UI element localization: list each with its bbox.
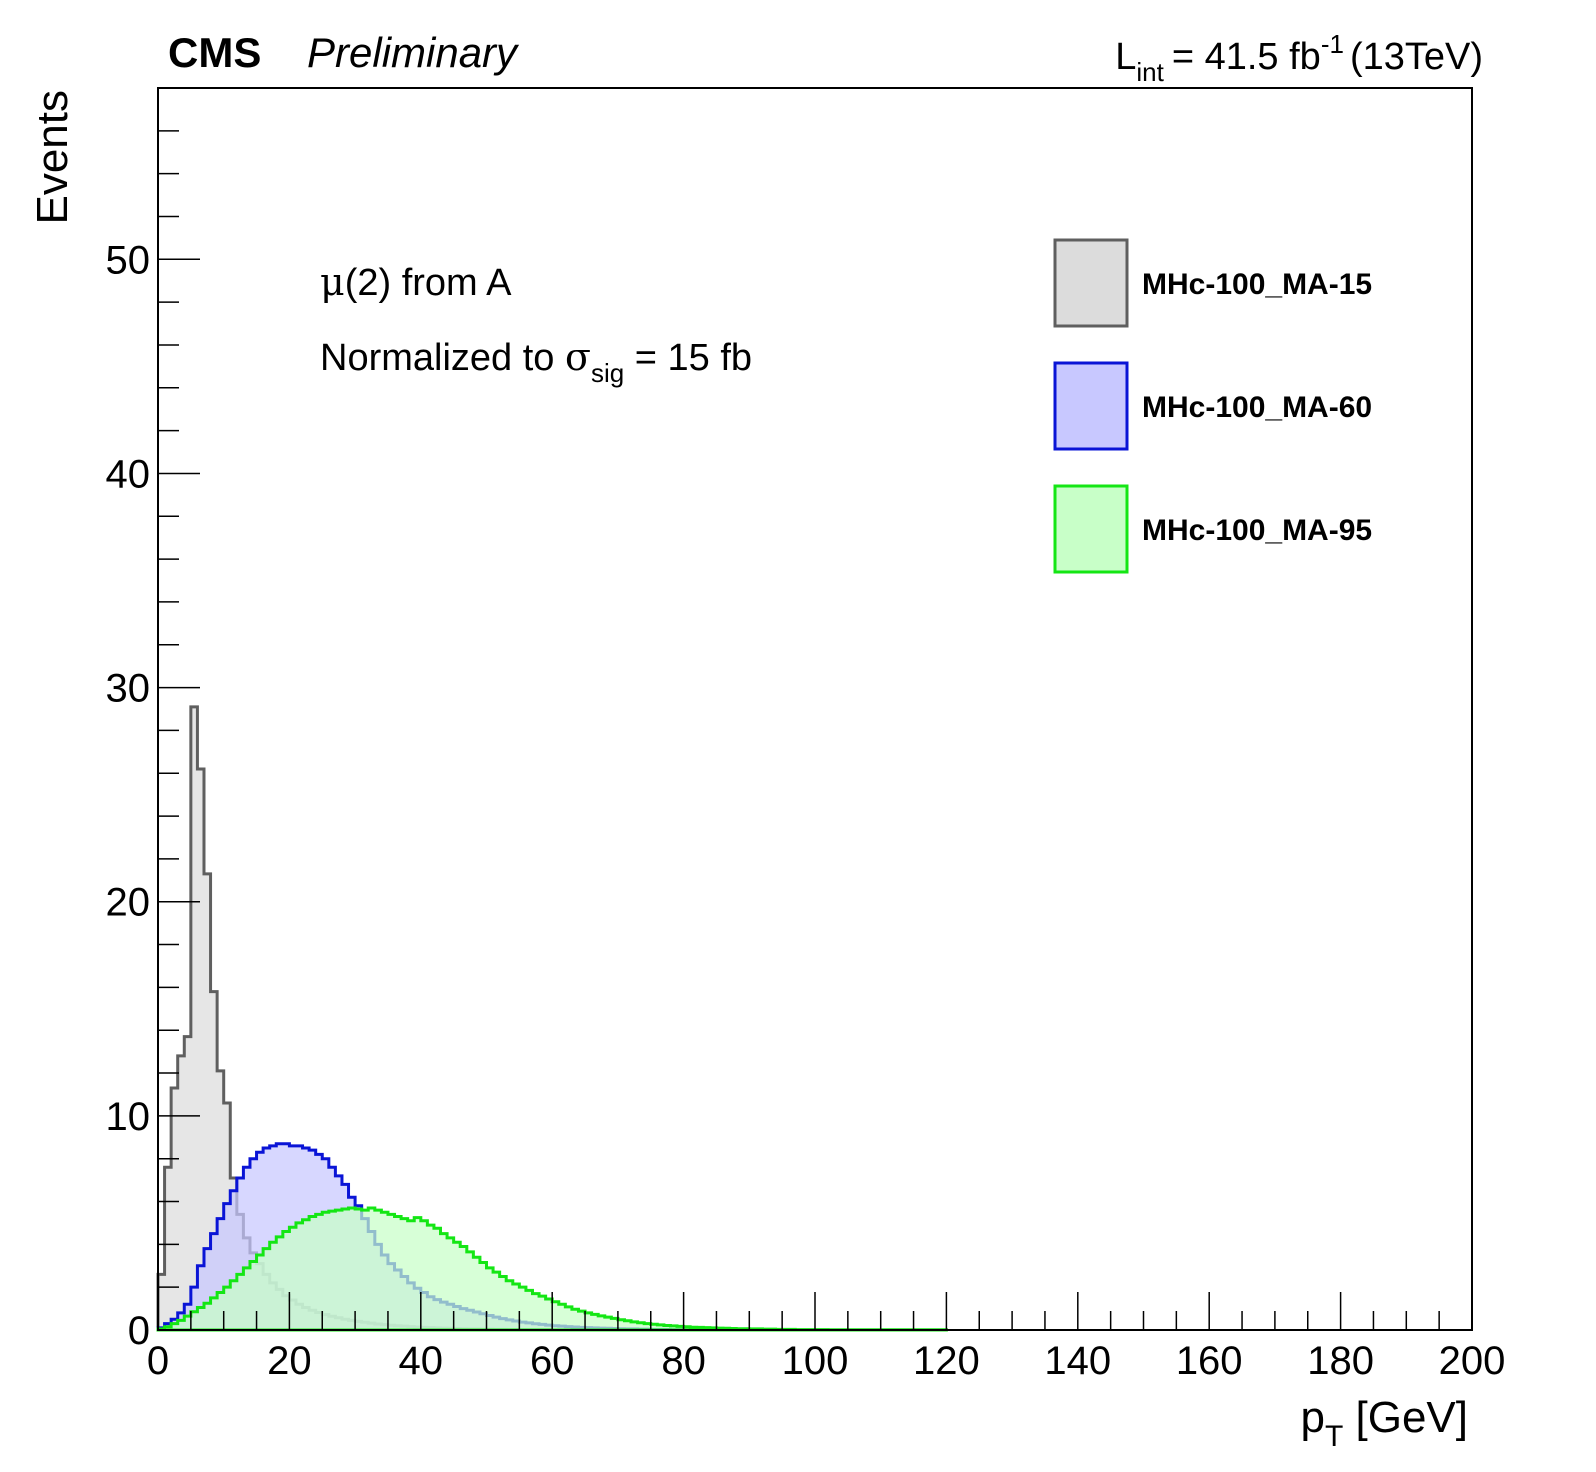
x-tick-label: 40 [399, 1339, 444, 1383]
normalization-suffix: = 15 fb [624, 337, 752, 379]
x-title-sub: T [1325, 1420, 1343, 1453]
x-axis-title: pT [GeV] [1300, 1393, 1468, 1453]
normalization-prefix: Normalized to [320, 337, 565, 379]
x-tick-label: 140 [1044, 1339, 1111, 1383]
experiment-label: CMS [168, 29, 261, 76]
y-tick-label: 40 [106, 452, 151, 496]
lumi-prefix: L [1115, 36, 1136, 78]
legend-entry: MHc-100_MA-15 [1053, 238, 1372, 328]
y-tick-label: 0 [128, 1309, 150, 1353]
tick-layer: 0 20 40 60 80 100 120 140 160 180 200 0 10 20 30 40 50 [106, 87, 1506, 1383]
legend-swatch [1053, 361, 1129, 451]
legend-entry: MHc-100_MA-95 [1053, 484, 1372, 574]
sigma-symbol: σ [565, 335, 591, 379]
annotation-source-text: (2) from A [345, 262, 512, 304]
lumi-value: = 41.5 fb [1172, 36, 1321, 78]
x-tick-label: 60 [530, 1339, 575, 1383]
luminosity-label: Lint = 41.5 fb-1 (13TeV) [1115, 29, 1483, 87]
sigma-sub: sig [591, 358, 624, 388]
legend-label: MHc-100_MA-60 [1142, 391, 1372, 424]
legend: MHc-100_MA-15 MHc-100_MA-60 MHc-100_MA-95 [1053, 238, 1372, 574]
x-title-unit: [GeV] [1343, 1393, 1468, 1442]
legend-label: MHc-100_MA-95 [1142, 514, 1372, 547]
lumi-energy: (13TeV) [1350, 36, 1483, 78]
x-tick-label: 180 [1307, 1339, 1374, 1383]
x-tick-label: 80 [661, 1339, 706, 1383]
lumi-sub: int [1136, 57, 1164, 87]
legend-entry: MHc-100_MA-60 [1053, 361, 1372, 451]
lumi-sup: -1 [1321, 29, 1344, 59]
x-tick-label: 200 [1439, 1339, 1506, 1383]
y-tick-label: 20 [106, 881, 151, 925]
annotation-normalization: Normalized to σsig = 15 fb [320, 335, 752, 388]
y-tick-label: 50 [106, 238, 151, 282]
x-tick-label: 120 [913, 1339, 980, 1383]
mu-symbol: μ [320, 260, 345, 304]
legend-label: MHc-100_MA-15 [1142, 268, 1372, 301]
x-title-main: p [1300, 1393, 1324, 1442]
legend-swatch [1053, 238, 1129, 328]
y-tick-label: 30 [106, 667, 151, 711]
x-tick-label: 0 [147, 1339, 169, 1383]
y-tick-label: 10 [106, 1095, 151, 1139]
x-tick-label: 160 [1176, 1339, 1243, 1383]
annotation-source: μ(2) from A [320, 260, 512, 304]
x-tick-label: 100 [782, 1339, 849, 1383]
x-tick-label: 20 [267, 1339, 312, 1383]
status-label: Preliminary [307, 29, 520, 76]
y-axis-title: Events [28, 90, 77, 225]
legend-swatch [1053, 484, 1129, 574]
